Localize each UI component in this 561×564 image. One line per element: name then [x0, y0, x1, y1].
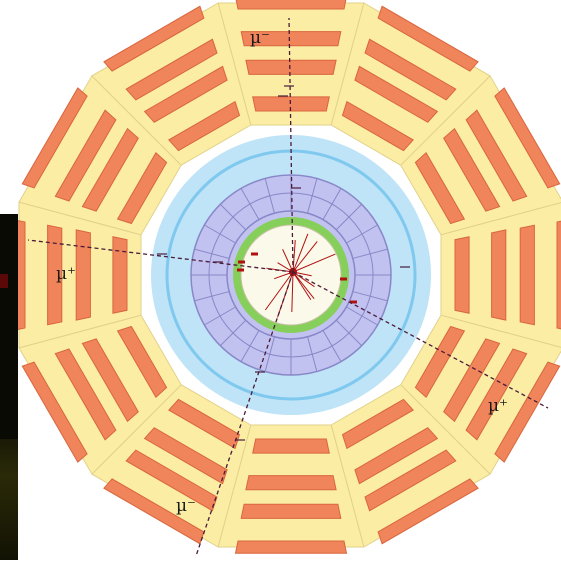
muon-chamber	[443, 127, 501, 212]
particle-track	[292, 271, 315, 299]
muon-chamber	[234, 540, 348, 554]
muon-chamber	[75, 229, 91, 321]
muon-chamber	[81, 127, 139, 212]
particle-track	[292, 240, 296, 273]
muon-chamber	[364, 449, 457, 512]
muon-chamber	[443, 338, 501, 423]
muon-chamber	[465, 348, 528, 441]
particle-track	[264, 271, 294, 311]
label-muon-top: µ⁻	[250, 28, 271, 48]
muon-chamber	[54, 109, 117, 202]
muon-chamber	[245, 59, 337, 75]
strip-dark-band	[0, 439, 18, 560]
energy-deposit	[237, 268, 244, 272]
muon-chamber	[377, 478, 479, 545]
muon-chamber	[494, 87, 561, 189]
muon-chamber	[341, 398, 414, 450]
muon-chamber	[125, 449, 218, 512]
particle-track	[292, 271, 315, 288]
energy-deposit	[350, 300, 357, 304]
muon-chamber	[47, 224, 63, 326]
muon-chamber	[81, 338, 139, 423]
muon-chamber	[125, 38, 218, 101]
muon-chamber	[354, 427, 439, 485]
muon-chamber	[21, 361, 88, 463]
muon-chamber	[168, 398, 241, 450]
label-muon-right: µ⁺	[488, 396, 509, 416]
muon-chamber	[454, 236, 470, 314]
energy-deposit	[238, 260, 245, 264]
label-muon-left: µ⁺	[56, 264, 77, 284]
label-muon-bottom: µ⁻	[176, 496, 197, 516]
muon-chamber	[491, 229, 507, 321]
muon-chamber	[143, 427, 228, 485]
muon-track	[195, 271, 294, 557]
hcal-inner-ring	[208, 192, 374, 358]
muon-chamber	[116, 325, 168, 398]
muon-track	[27, 239, 294, 273]
muon-chamber	[235, 0, 347, 10]
muon-chamber	[414, 152, 466, 225]
muon-chamber	[245, 475, 337, 491]
muon-chamber	[341, 100, 414, 152]
particle-track	[282, 249, 294, 273]
muon-chamber	[143, 65, 228, 123]
muon-chamber	[414, 325, 466, 398]
particle-track	[292, 241, 318, 273]
particle-track	[292, 253, 336, 273]
muon-chamber	[103, 5, 205, 72]
particle-track	[291, 271, 294, 312]
muon-chamber	[168, 100, 241, 152]
energy-deposit	[340, 277, 347, 281]
muon-chamber	[112, 236, 128, 314]
muon-chamber	[240, 31, 342, 47]
muon-chamber	[252, 438, 330, 454]
muon-chamber	[465, 109, 528, 202]
muon-chamber	[377, 5, 479, 72]
muon-track	[292, 271, 549, 409]
muon-chamber	[354, 65, 439, 123]
strip-red-mark	[0, 274, 8, 288]
cropped-image-strip	[0, 214, 18, 560]
muon-chamber	[21, 87, 88, 189]
energy-deposit	[251, 252, 258, 256]
muon-chamber	[240, 503, 342, 519]
muon-chamber	[556, 220, 561, 330]
muon-chamber	[494, 361, 561, 463]
muon-chamber	[519, 224, 535, 326]
particle-track	[292, 233, 309, 273]
particle-track	[292, 271, 312, 301]
muon-track	[288, 17, 294, 273]
muon-chamber	[54, 348, 117, 441]
muon-chamber	[364, 38, 457, 101]
muon-chamber	[116, 152, 168, 225]
